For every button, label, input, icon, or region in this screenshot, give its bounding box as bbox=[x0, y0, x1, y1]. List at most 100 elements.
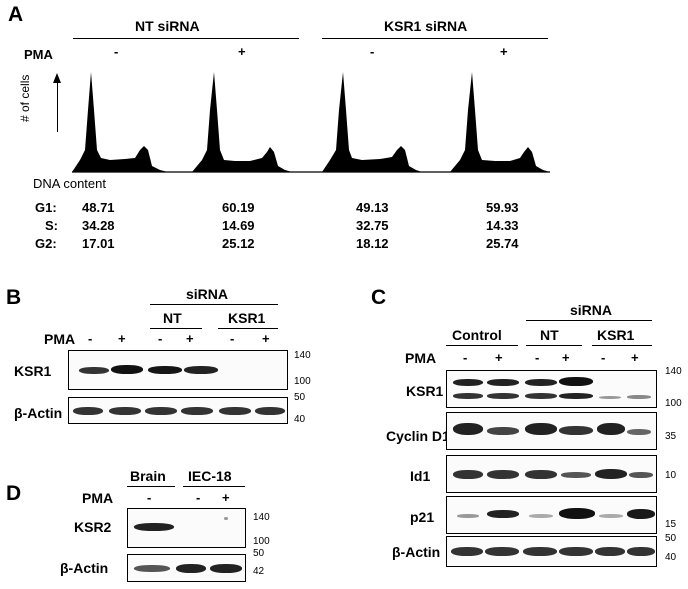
band bbox=[597, 423, 625, 435]
panel-d-marker: 140 bbox=[253, 512, 270, 523]
band bbox=[487, 510, 519, 518]
band bbox=[210, 564, 242, 573]
value-cell: 34.28 bbox=[82, 218, 115, 233]
panel-b-label: B bbox=[6, 286, 22, 309]
histogram-ksr1-plus bbox=[450, 72, 550, 172]
panel-d-iec18-line bbox=[183, 486, 245, 487]
band bbox=[561, 472, 591, 478]
panel-a-pma-sign: - bbox=[114, 44, 119, 59]
nt-sirna-line bbox=[73, 38, 299, 39]
band bbox=[79, 367, 109, 374]
value-cell: 60.19 bbox=[222, 200, 255, 215]
panel-c-pma-sign: + bbox=[631, 350, 639, 365]
x-axis-label: DNA content bbox=[33, 176, 106, 191]
band bbox=[525, 393, 557, 399]
panel-c-row-cyclin-d1: Cyclin D1 bbox=[386, 428, 450, 444]
panel-c-label: C bbox=[371, 286, 387, 309]
panel-a-pma-sign: + bbox=[238, 44, 246, 59]
band bbox=[457, 514, 479, 518]
band bbox=[599, 396, 621, 399]
panel-b-pma-sign: + bbox=[262, 331, 270, 346]
panel-a-label: A bbox=[8, 3, 24, 26]
panel-b-marker: 40 bbox=[294, 414, 306, 425]
band bbox=[487, 427, 519, 435]
value-cell: 14.33 bbox=[486, 218, 519, 233]
band bbox=[453, 379, 483, 386]
band bbox=[595, 469, 627, 479]
band bbox=[559, 547, 593, 556]
band bbox=[559, 426, 593, 435]
panel-d-row-ksr2: KSR2 bbox=[74, 519, 112, 535]
panel-c-pma-sign: - bbox=[535, 350, 540, 365]
panel-c-marker: 35 bbox=[665, 431, 677, 442]
panel-d-actin-blot bbox=[127, 554, 246, 582]
value-cell: 32.75 bbox=[356, 218, 389, 233]
band bbox=[525, 423, 557, 435]
band bbox=[487, 470, 519, 479]
panel-b-row-actin: β-Actin bbox=[14, 405, 63, 421]
band bbox=[255, 407, 285, 415]
band bbox=[219, 407, 251, 415]
band bbox=[176, 564, 206, 573]
band bbox=[184, 366, 218, 374]
panel-c-control-line bbox=[446, 345, 518, 346]
band bbox=[559, 393, 593, 399]
band bbox=[525, 379, 557, 386]
value-cell: 59.93 bbox=[486, 200, 519, 215]
panel-b-pma-sign: + bbox=[186, 331, 194, 346]
panel-c-p21-blot bbox=[446, 496, 657, 534]
panel-d-group-brain: Brain bbox=[130, 468, 166, 484]
panel-a-pma-sign: + bbox=[500, 44, 508, 59]
panel-c-group-ksr1: KSR1 bbox=[597, 327, 635, 343]
band bbox=[73, 407, 103, 415]
band bbox=[629, 472, 653, 478]
panel-b-pma-sign: - bbox=[88, 331, 93, 346]
band bbox=[453, 393, 483, 399]
panel-b-marker: 100 bbox=[294, 376, 311, 387]
panel-c-row-ksr1: KSR1 bbox=[406, 383, 444, 399]
panel-b-group-nt: NT bbox=[163, 310, 182, 326]
band bbox=[109, 407, 141, 415]
band bbox=[145, 407, 177, 415]
panel-b-pma-sign: - bbox=[158, 331, 163, 346]
panel-c-group-control: Control bbox=[452, 327, 502, 343]
panel-d-row-actin: β-Actin bbox=[60, 560, 109, 576]
panel-a-pma-label: PMA bbox=[24, 47, 53, 62]
panel-d-pma-label: PMA bbox=[82, 490, 114, 506]
band bbox=[451, 547, 483, 556]
panel-d-pma-sign: - bbox=[196, 490, 201, 505]
ksr1-sirna-line bbox=[322, 38, 548, 39]
band bbox=[529, 514, 553, 518]
histogram-ksr1-minus bbox=[322, 72, 422, 172]
panel-d-marker: 42 bbox=[253, 566, 265, 577]
y-axis-arrow-line bbox=[57, 82, 58, 132]
band bbox=[181, 407, 213, 415]
panel-c-row-p21: p21 bbox=[410, 509, 435, 525]
panel-d-brain-line bbox=[127, 486, 175, 487]
value-cell: 25.74 bbox=[486, 236, 519, 251]
value-cell: 18.12 bbox=[356, 236, 389, 251]
panel-c-marker: 10 bbox=[665, 470, 677, 481]
band bbox=[627, 547, 655, 556]
band bbox=[559, 508, 595, 519]
row-label-g1: G1: bbox=[35, 200, 57, 215]
panel-c-marker: 140 bbox=[665, 366, 682, 377]
value-cell: 49.13 bbox=[356, 200, 389, 215]
band bbox=[453, 470, 483, 479]
band bbox=[599, 514, 623, 518]
band bbox=[111, 365, 143, 374]
panel-c-actin-blot bbox=[446, 536, 657, 567]
row-label-g2: G2: bbox=[35, 236, 57, 251]
band bbox=[134, 523, 174, 531]
histogram-nt-plus bbox=[192, 72, 292, 172]
panel-b-row-ksr1: KSR1 bbox=[14, 363, 52, 379]
ksr1-sirna-header: KSR1 siRNA bbox=[384, 18, 468, 34]
band bbox=[224, 517, 228, 520]
panel-c-nt-line bbox=[526, 345, 582, 346]
band bbox=[525, 470, 557, 479]
panel-b-ksr1-line bbox=[218, 328, 278, 329]
band bbox=[487, 393, 519, 399]
panel-c-cyclind1-blot bbox=[446, 412, 657, 450]
panel-d-group-iec18: IEC-18 bbox=[188, 468, 232, 484]
